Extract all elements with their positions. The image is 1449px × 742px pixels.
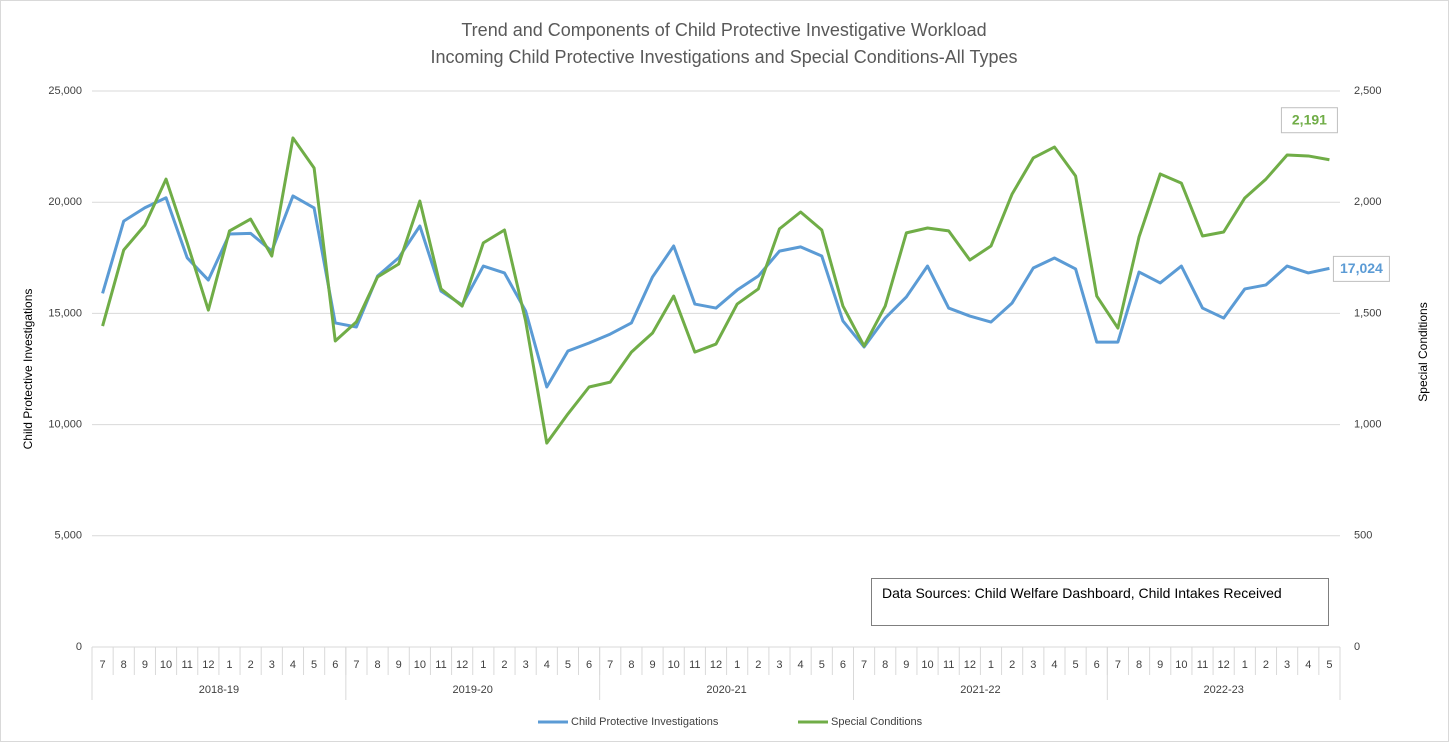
x-tick-label: 4: [544, 659, 550, 671]
data-label: 2,191: [1292, 111, 1327, 127]
y2-tick-label: 1,000: [1354, 419, 1382, 431]
x-tick-label: 1: [988, 659, 994, 671]
x-tick-label: 10: [668, 659, 680, 671]
chart-subtitle: Incoming Child Protective Investigations…: [431, 47, 1018, 67]
x-tick-label: 1: [734, 659, 740, 671]
x-tick-label: 7: [861, 659, 867, 671]
line-series: [101, 194, 1330, 389]
x-group-label: 2020-21: [706, 684, 746, 696]
x-tick-label: 7: [607, 659, 613, 671]
x-tick-label: 6: [1094, 659, 1100, 671]
x-tick-label: 11: [181, 659, 192, 671]
x-tick-label: 4: [1051, 659, 1057, 671]
x-group-label: 2022-23: [1203, 684, 1243, 696]
x-tick-label: 8: [374, 659, 380, 671]
x-tick-label: 7: [353, 659, 359, 671]
data-label: 17,024: [1340, 260, 1383, 276]
x-tick-label: 6: [586, 659, 592, 671]
x-tick-label: 1: [1242, 659, 1248, 671]
y-tick-label: 15,000: [48, 307, 82, 319]
x-tick-label: 4: [798, 659, 804, 671]
x-tick-label: 1: [480, 659, 486, 671]
y-tick-label: 5,000: [54, 530, 82, 542]
y-tick-label: 25,000: [48, 85, 82, 97]
x-tick-label: 5: [311, 659, 317, 671]
data-label-box: [1332, 255, 1390, 282]
x-tick-label: 7: [1115, 659, 1121, 671]
y2-tick-label: 0: [1354, 641, 1360, 653]
x-tick-label: 11: [1197, 659, 1208, 671]
x-tick-label: 5: [565, 659, 571, 671]
x-tick-label: 12: [202, 659, 214, 671]
x-tick-label: 2: [755, 659, 761, 671]
y2-tick-label: 500: [1354, 530, 1372, 542]
data-label-box: [1280, 107, 1338, 134]
x-tick-label: 4: [290, 659, 296, 671]
x-tick-label: 3: [776, 659, 782, 671]
x-tick-label: 8: [1136, 659, 1142, 671]
x-tick-label: 1: [226, 659, 232, 671]
x-group-label: 2019-20: [453, 684, 493, 696]
annotation: Data Sources: Child Welfare Dashboard, C…: [871, 578, 1329, 626]
x-tick-label: 5: [1326, 659, 1332, 671]
x-tick-label: 11: [435, 659, 446, 671]
line-series: [101, 136, 1330, 445]
legend-label: Child Protective Investigations: [571, 716, 719, 728]
y2-axis-label: Special Conditions: [1416, 302, 1430, 401]
x-tick-label: 9: [142, 659, 148, 671]
x-tick-label: 6: [840, 659, 846, 671]
x-tick-label: 11: [943, 659, 954, 671]
x-tick-label: 5: [819, 659, 825, 671]
x-tick-label: 3: [269, 659, 275, 671]
x-tick-label: 6: [332, 659, 338, 671]
x-tick-label: 12: [964, 659, 976, 671]
y-axis-label: Child Protective Investigations: [21, 289, 35, 450]
x-tick-label: 5: [1073, 659, 1079, 671]
x-tick-label: 9: [396, 659, 402, 671]
x-tick-label: 12: [1218, 659, 1230, 671]
x-tick-label: 10: [414, 659, 426, 671]
y2-tick-label: 2,000: [1354, 196, 1382, 208]
x-tick-label: 7: [100, 659, 106, 671]
chart-title: Trend and Components of Child Protective…: [461, 20, 986, 40]
x-tick-label: 9: [1157, 659, 1163, 671]
x-tick-label: 10: [160, 659, 172, 671]
x-tick-label: 2: [1263, 659, 1269, 671]
x-tick-label: 9: [649, 659, 655, 671]
x-tick-label: 3: [523, 659, 529, 671]
x-group-label: 2021-22: [960, 684, 1000, 696]
x-tick-label: 12: [456, 659, 468, 671]
x-tick-label: 9: [903, 659, 909, 671]
x-tick-label: 8: [121, 659, 127, 671]
y-tick-label: 0: [76, 641, 82, 653]
x-tick-label: 8: [628, 659, 634, 671]
y-tick-label: 20,000: [48, 196, 82, 208]
y2-tick-label: 1,500: [1354, 307, 1382, 319]
x-tick-label: 3: [1030, 659, 1036, 671]
x-tick-label: 12: [710, 659, 722, 671]
x-tick-label: 11: [689, 659, 700, 671]
y2-tick-label: 2,500: [1354, 85, 1382, 97]
x-tick-label: 2: [248, 659, 254, 671]
x-tick-label: 2: [1009, 659, 1015, 671]
x-tick-label: 3: [1284, 659, 1290, 671]
y-tick-label: 10,000: [48, 419, 82, 431]
x-tick-label: 8: [882, 659, 888, 671]
x-tick-label: 4: [1305, 659, 1311, 671]
x-tick-label: 10: [921, 659, 933, 671]
x-tick-label: 10: [1175, 659, 1187, 671]
x-group-label: 2018-19: [199, 684, 239, 696]
x-tick-label: 2: [501, 659, 507, 671]
legend-label: Special Conditions: [831, 716, 923, 728]
